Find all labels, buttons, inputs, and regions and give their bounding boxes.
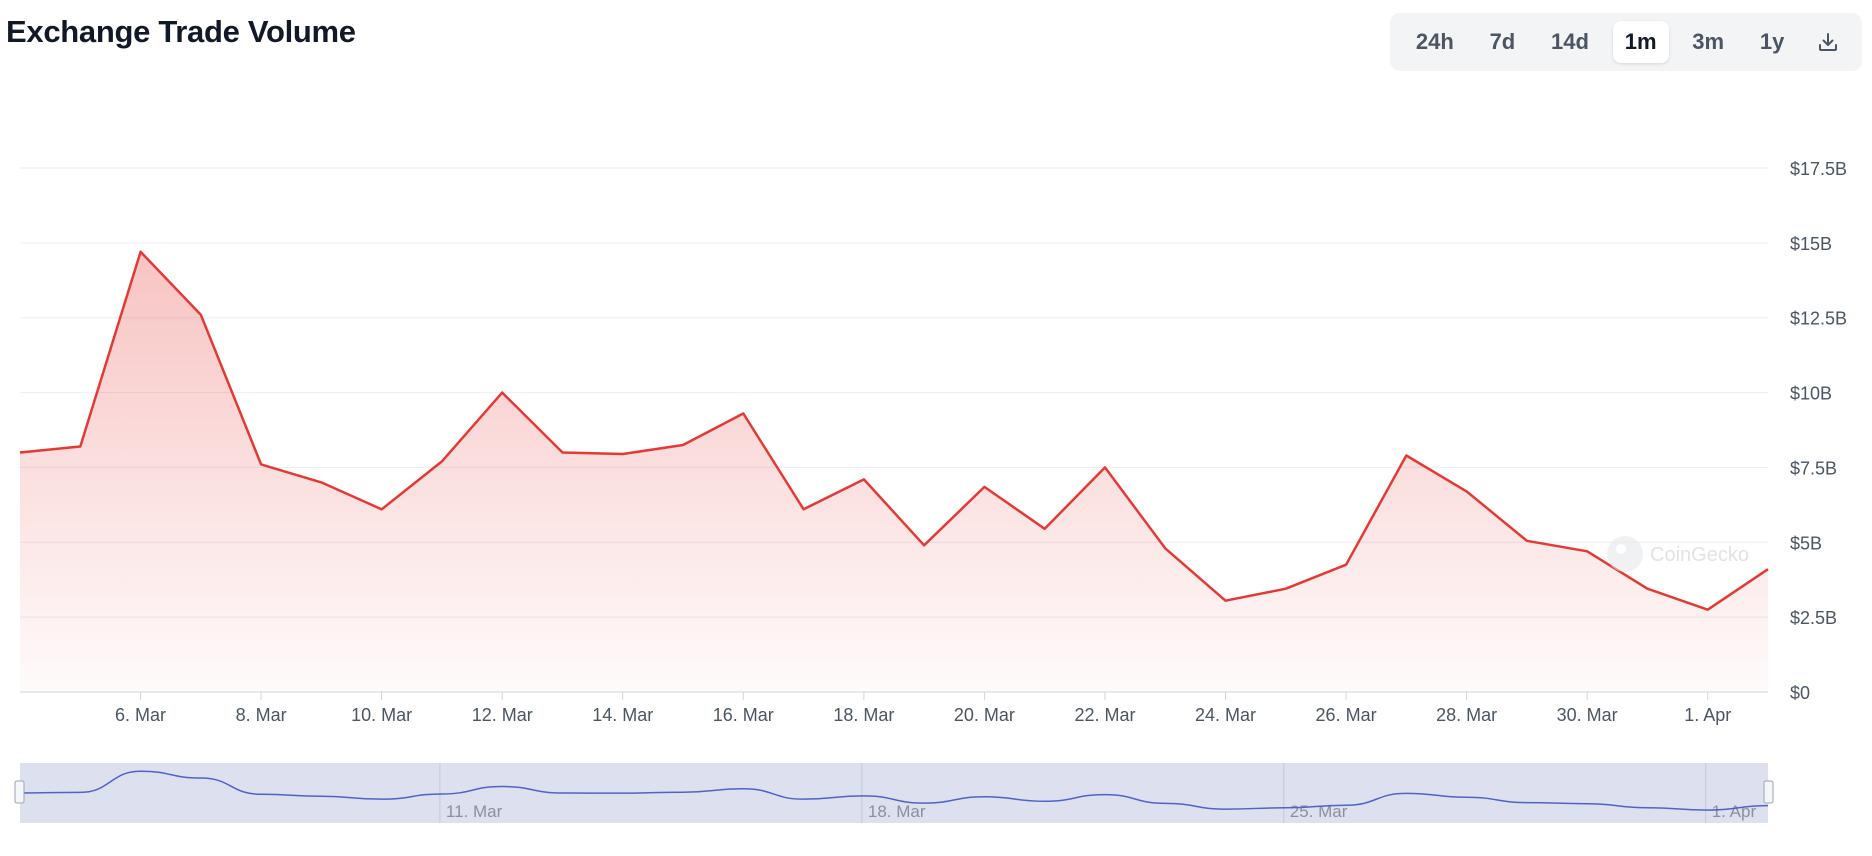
navigator-handle-left[interactable] — [14, 780, 25, 804]
x-tick-label: 26. Mar — [1316, 705, 1377, 725]
download-button[interactable] — [1808, 22, 1848, 62]
range-button-14d[interactable]: 14d — [1551, 29, 1589, 54]
navigator-tick-label: 11. Mar — [446, 802, 503, 821]
page-title: Exchange Trade Volume — [6, 14, 356, 49]
volume-area — [20, 251, 1768, 693]
x-tick-label: 10. Mar — [351, 705, 412, 725]
navigator-handle-right[interactable] — [1763, 780, 1774, 804]
navigator-line — [19, 770, 1769, 811]
y-tick-label: $5B — [1790, 533, 1822, 553]
time-range-selector: 24h 7d 14d 1m 3m 1y — [1390, 13, 1862, 71]
y-tick-label: $15B — [1790, 234, 1832, 254]
range-button-1y[interactable]: 1y — [1759, 29, 1785, 54]
range-button-7d[interactable]: 7d — [1489, 29, 1516, 54]
x-tick-label: 1. Apr — [1684, 705, 1731, 725]
navigator-background — [20, 763, 1768, 823]
y-tick-label: $2.5B — [1790, 608, 1837, 628]
x-tick-label: 28. Mar — [1436, 705, 1497, 725]
x-tick-label: 16. Mar — [713, 705, 774, 725]
x-tick-label: 30. Mar — [1557, 705, 1618, 725]
coingecko-logo — [1607, 536, 1643, 572]
range-button-1m[interactable]: 1m — [1612, 21, 1669, 63]
y-tick-label: $10B — [1790, 384, 1832, 404]
x-tick-label: 8. Mar — [236, 705, 287, 725]
download-icon — [1819, 33, 1838, 51]
x-tick-label: 6. Mar — [115, 705, 166, 725]
x-tick-label: 18. Mar — [833, 705, 894, 725]
y-tick-label: $0 — [1790, 683, 1810, 703]
x-tick-label: 12. Mar — [472, 705, 533, 725]
watermark: CoinGecko — [1607, 536, 1749, 572]
navigator[interactable]: 11. Mar 18. Mar 25. Mar 1. Apr — [14, 763, 1774, 823]
x-tick-label: 20. Mar — [954, 705, 1015, 725]
y-tick-label: $17.5B — [1790, 159, 1847, 179]
x-tick-label: 14. Mar — [592, 705, 653, 725]
y-tick-label: $12.5B — [1790, 309, 1847, 329]
range-button-3m[interactable]: 3m — [1692, 29, 1725, 54]
volume-line — [19, 250, 1769, 611]
watermark-text: CoinGecko — [1650, 544, 1749, 566]
x-tick-label: 24. Mar — [1195, 705, 1256, 725]
range-button-24h[interactable]: 24h — [1415, 29, 1454, 54]
navigator-tick-label: 1. Apr — [1712, 802, 1757, 821]
coingecko-logo-eye — [1616, 544, 1626, 554]
y-tick-label: $7.5B — [1790, 458, 1837, 478]
x-tick-label: 22. Mar — [1074, 705, 1135, 725]
navigator-tick-label: 18. Mar — [868, 802, 926, 821]
